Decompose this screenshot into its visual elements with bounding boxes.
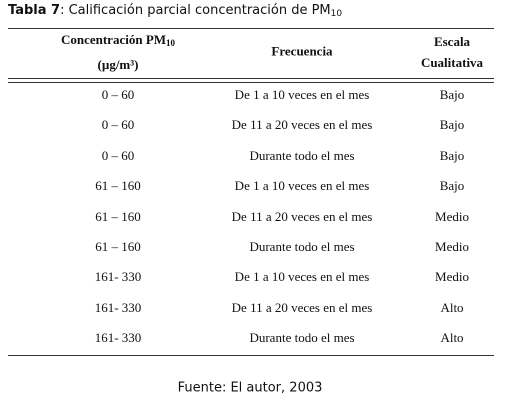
table-cell: Alto [440,330,464,346]
caption-sub: 10 [330,9,343,19]
caption: Tabla 7: Calificación parcial concentrac… [8,3,342,19]
caption-label: Tabla 7 [8,3,61,18]
table-cell: Durante todo el mes [249,239,355,254]
header-sub: 10 [166,38,176,48]
header-text: Cualitativa [420,55,484,70]
table-cell: 0 – 60 [101,147,135,163]
table-cell: Bajo [439,147,465,163]
table-cell: Bajo [439,87,465,102]
table-cell: 161- 330 [94,299,142,315]
table-cell: De 11 a 20 veces en el mes [231,299,373,315]
table-cell: Durante todo el mes [249,330,355,346]
table-cell: Medio [435,239,469,254]
table-cell: 161- 330 [94,269,142,285]
table-cell: Bajo [439,117,465,133]
header-cell: Concentración PM10 (µg/m³) [61,29,175,75]
table-cell: De 1 a 10 veces en el mes [234,269,370,285]
table-cell: 61 – 160 [95,239,141,254]
table-cell: 161- 330 [94,330,142,346]
bottom-rule [8,355,494,356]
footer: Fuente: El autor, 2003 [177,380,323,396]
table-cell: 61 – 160 [95,208,141,224]
table-cell: De 1 a 10 veces en el mes [234,87,370,102]
table-cell: De 1 a 10 veces en el mes [234,178,370,194]
table-cell: 61 – 160 [95,178,141,194]
header-cell: Escala Cualitativa [421,31,483,73]
table-cell: Medio [435,208,469,224]
header-rule [8,82,494,83]
table-cell: 0 – 60 [101,87,135,102]
header-rule [8,78,494,79]
table-cell: Bajo [439,178,465,194]
top-rule [8,28,494,29]
table-cell: Alto [440,299,464,315]
table-cell: Medio [435,269,469,285]
header-cell: Frecuencia [271,43,333,59]
header-text: Escala [433,34,471,49]
header-unit: (µg/m³) [97,57,139,72]
header-text: Concentración PM [60,32,167,47]
table-cell: 0 – 60 [101,117,135,133]
table-cell: De 11 a 20 veces en el mes [231,117,373,133]
caption-text: : Calificación parcial concentración de … [60,3,331,18]
table-cell: De 11 a 20 veces en el mes [231,208,373,224]
table-cell: Durante todo el mes [249,147,355,163]
